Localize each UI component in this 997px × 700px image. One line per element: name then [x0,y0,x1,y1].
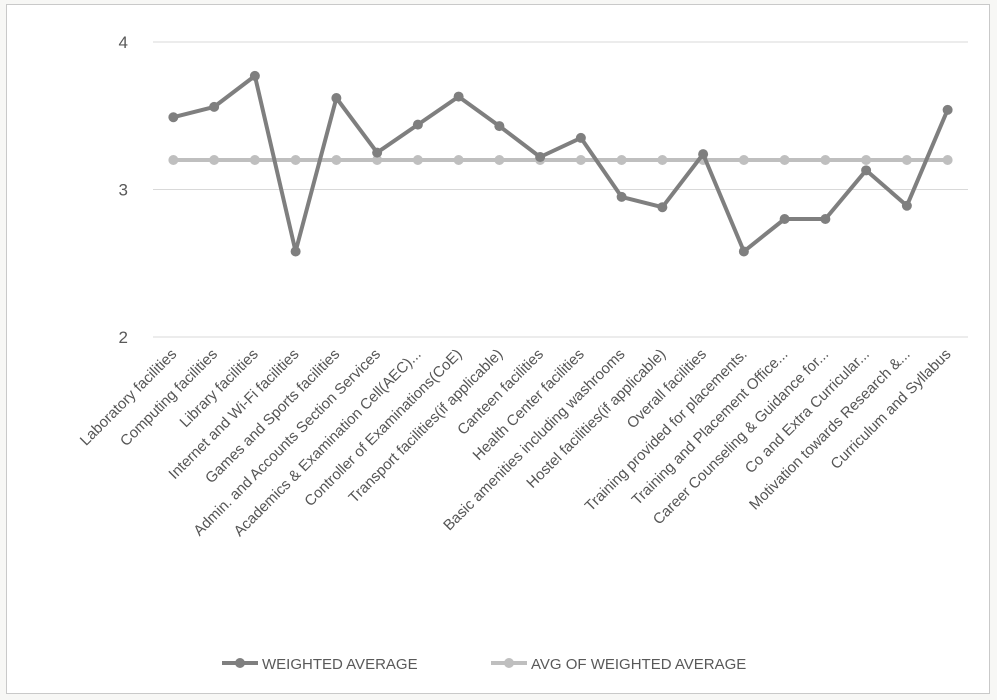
point-weighted-average-10 [535,152,546,163]
legend-marker-avg-of-weighted-average [504,658,514,668]
point-weighted-average-13 [657,202,668,213]
point-weighted-average-6 [372,147,383,158]
y-axis-ticks: 2 3 4 [119,33,128,347]
x-tick-label-academics-examination-cell-aec: Academics & Examination Cell(AEC)... [231,346,425,540]
point-weighted-average-7 [412,119,423,130]
y-tick-label: 3 [119,181,128,200]
series-weighted-average [168,70,953,257]
point-avg-of-weighted-average-4 [290,155,301,165]
legend-item-weighted-average: WEIGHTED AVERAGE [222,656,418,673]
point-weighted-average-1 [168,112,179,123]
legend-marker-weighted-average [235,658,245,668]
point-avg-of-weighted-average-12 [616,155,627,165]
point-weighted-average-14 [698,149,709,160]
point-avg-of-weighted-average-18 [861,155,872,165]
legend: WEIGHTED AVERAGE AVG OF WEIGHTED AVERAGE [222,656,746,673]
point-weighted-average-15 [738,246,749,257]
legend-label-weighted-average: WEIGHTED AVERAGE [262,656,418,673]
gridlines [153,41,968,338]
point-weighted-average-5 [331,93,342,104]
point-avg-of-weighted-average-2 [209,155,220,165]
point-avg-of-weighted-average-17 [820,155,831,165]
point-avg-of-weighted-average-9 [494,155,505,165]
point-weighted-average-2 [209,101,220,112]
point-weighted-average-19 [901,200,912,211]
series-lines [168,70,953,257]
point-avg-of-weighted-average-1 [168,155,179,165]
point-avg-of-weighted-average-20 [942,155,953,165]
point-avg-of-weighted-average-16 [779,155,790,165]
series-line-weighted-average [171,73,950,254]
series-avg-of-weighted-average [168,155,953,165]
point-avg-of-weighted-average-13 [657,155,668,165]
point-avg-of-weighted-average-19 [901,155,912,165]
legend-label-avg-of-weighted-average: AVG OF WEIGHTED AVERAGE [531,656,746,673]
point-weighted-average-20 [942,104,953,115]
point-weighted-average-3 [249,70,260,81]
legend-item-avg-of-weighted-average: AVG OF WEIGHTED AVERAGE [491,656,746,673]
point-avg-of-weighted-average-7 [412,155,423,165]
point-avg-of-weighted-average-5 [331,155,342,165]
point-avg-of-weighted-average-15 [738,155,749,165]
point-weighted-average-8 [453,91,464,102]
point-weighted-average-4 [290,246,301,257]
point-weighted-average-17 [820,214,831,224]
point-avg-of-weighted-average-8 [453,155,464,165]
point-weighted-average-9 [494,121,505,132]
point-weighted-average-16 [779,214,790,224]
y-tick-label: 4 [119,33,128,52]
y-tick-label: 2 [119,328,128,347]
point-weighted-average-12 [616,191,627,202]
point-avg-of-weighted-average-6 [372,155,383,165]
point-weighted-average-18 [861,165,872,176]
point-weighted-average-11 [575,132,586,143]
point-avg-of-weighted-average-3 [249,155,260,165]
point-avg-of-weighted-average-11 [575,155,586,165]
